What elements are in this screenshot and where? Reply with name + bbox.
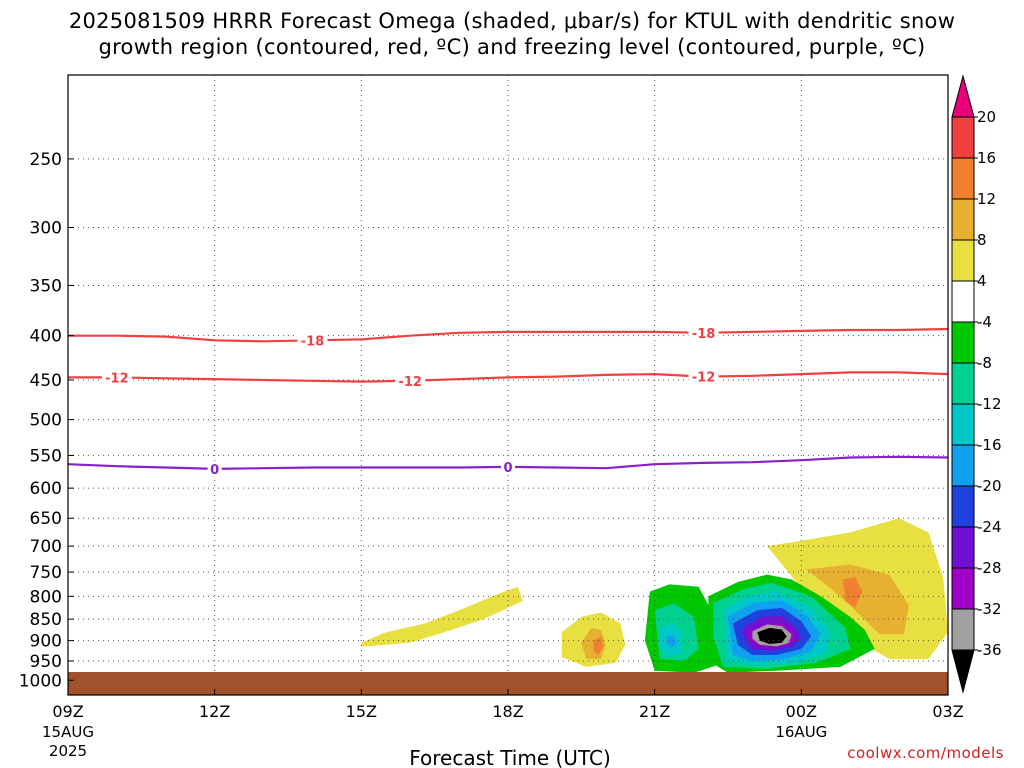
colorbar-band-11: [951, 567, 975, 610]
contour-label--12: -12: [105, 371, 129, 386]
colorbar-top-arrow: [951, 74, 975, 118]
y-tick-label-800: 800: [30, 587, 62, 607]
x-tick-label-21Z: 21Z: [639, 702, 670, 721]
colorbar-band-8: [951, 444, 975, 487]
colorbar-band-3: [951, 239, 975, 282]
colorbar-label--32: -32: [977, 600, 1002, 618]
contour-label-bg: [207, 460, 222, 477]
contour-label--12: -12: [692, 371, 716, 386]
grid-lines: [68, 75, 948, 695]
contour-label-0: 0: [210, 463, 219, 478]
omega-region-3: [593, 636, 604, 655]
contour-label-bg: [395, 372, 426, 389]
y-tick-label-1000: 1000: [19, 671, 62, 691]
x-axis-label: Forecast Time (UTC): [409, 746, 611, 768]
omega-region-10: [666, 635, 677, 649]
pressure-axis: 2503003504004505005506006507007508008509…: [19, 150, 74, 691]
omega-colorbar: 20 16 12 8 4 -4 -8 -12 -16 -20 -24 -28 -32 -36: [951, 74, 1002, 694]
colorbar-band-2: [951, 198, 975, 241]
colorbar-band-1: [951, 157, 975, 200]
chart-title-line-1: 2025081509 HRRR Forecast Omega (shaded, …: [68, 9, 956, 33]
y-tick-label-350: 350: [30, 276, 62, 296]
colorbar-band-9: [951, 485, 975, 528]
x-tick-label-09Z: 09Z: [52, 702, 83, 721]
y-tick-label-250: 250: [30, 150, 62, 170]
omega-shaded-regions: [361, 518, 948, 673]
colorbar-label-12: 12: [977, 190, 996, 208]
colorbar-band-7: [951, 403, 975, 446]
colorbar-label--8: -8: [977, 354, 992, 372]
contour-label-bg: [501, 458, 515, 475]
y-tick-label-650: 650: [30, 509, 62, 529]
omega-region-19: [757, 627, 787, 644]
colorbar-label-8: 8: [977, 231, 987, 249]
y-tick-label-750: 750: [30, 563, 62, 583]
contour-label--18: -18: [301, 334, 325, 349]
colorbar-label--36: -36: [977, 641, 1002, 659]
colorbar-label--28: -28: [977, 559, 1002, 577]
y-tick-label-550: 550: [30, 446, 62, 466]
temperature-contours: -18 -18 -12 -12 -12 0 0: [67, 324, 949, 478]
y-tick-label-700: 700: [30, 537, 62, 557]
x-tick-label-00Z: 00Z: [786, 702, 817, 721]
colorbar-band-10: [951, 526, 975, 569]
x-tick-label-12Z: 12Z: [199, 702, 230, 721]
x-tick-sublabel-15AUG: 15AUG: [42, 723, 94, 741]
omega-region-0: [361, 586, 523, 647]
contour-label-bg: [101, 369, 132, 386]
ground-layer: [68, 672, 948, 695]
x-tick-label-03Z: 03Z: [932, 702, 963, 721]
colorbar-band-12: [951, 608, 975, 651]
y-tick-label-450: 450: [30, 371, 62, 391]
colorbar-label--16: -16: [977, 436, 1002, 454]
x-tick-label-18Z: 18Z: [492, 702, 523, 721]
colorbar-band-5: [951, 321, 975, 364]
x-tick-label-15Z: 15Z: [346, 702, 377, 721]
colorbar-band-0: [951, 116, 975, 159]
source-credit: coolwx.com/models: [847, 744, 1004, 762]
chart-title-line-2: growth region (contoured, red, ºC) and f…: [98, 35, 926, 59]
ground-fill: [68, 672, 948, 695]
colorbar-label-4: 4: [977, 272, 987, 290]
colorbar-label--20: -20: [977, 477, 1002, 495]
colorbar-label-20: 20: [977, 108, 996, 126]
contour-label-0: 0: [503, 461, 512, 476]
y-tick-label-300: 300: [30, 218, 62, 238]
colorbar-band-6: [951, 362, 975, 405]
y-tick-label-950: 950: [30, 652, 62, 672]
colorbar-label-16: 16: [977, 149, 996, 167]
colorbar-label--24: -24: [977, 518, 1002, 536]
colorbar-band-4: [951, 280, 975, 323]
contour-label--12: -12: [398, 375, 422, 390]
contour-label-bg: [688, 324, 719, 341]
x-tick-sublabel-2025: 2025: [49, 742, 87, 760]
colorbar-bottom-arrow: [951, 649, 975, 694]
x-tick-sublabel-16AUG: 16AUG: [775, 723, 827, 741]
contour-line--18: [68, 327, 949, 343]
contour-label-bg: [297, 332, 328, 349]
y-tick-label-600: 600: [30, 479, 62, 499]
colorbar-label--12: -12: [977, 395, 1002, 413]
omega-region-6: [842, 577, 863, 608]
y-tick-label-850: 850: [30, 610, 62, 630]
contour-label-bg: [688, 368, 719, 385]
contour-label--18: -18: [692, 327, 716, 342]
y-tick-label-900: 900: [30, 632, 62, 652]
contour-line--12: [68, 371, 949, 383]
colorbar-label--4: -4: [977, 313, 992, 331]
y-tick-label-500: 500: [30, 411, 62, 431]
y-tick-label-400: 400: [30, 327, 62, 347]
